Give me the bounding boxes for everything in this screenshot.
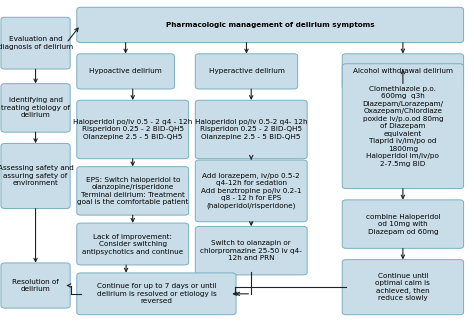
FancyBboxPatch shape <box>1 84 70 132</box>
Text: Continue until
optimal calm is
achieved, then
reduce slowly: Continue until optimal calm is achieved,… <box>375 273 430 301</box>
Text: Hyperactive delirium: Hyperactive delirium <box>209 68 284 74</box>
Text: Alcohol withdrawal delirium: Alcohol withdrawal delirium <box>353 68 453 74</box>
FancyBboxPatch shape <box>195 54 298 89</box>
FancyBboxPatch shape <box>1 143 70 208</box>
FancyBboxPatch shape <box>342 54 464 89</box>
Text: Resolution of
delirium: Resolution of delirium <box>12 279 59 292</box>
FancyBboxPatch shape <box>77 223 189 265</box>
Text: identifying and
treating etiology of
delirium: identifying and treating etiology of del… <box>1 97 70 119</box>
Text: Clomethiazole p.o.
600mg  q3h
Diazepam/Lorazepam/
Oxazepam/Chlordiaze
poxide iv/: Clomethiazole p.o. 600mg q3h Diazepam/Lo… <box>362 86 444 167</box>
Text: Lack of improvement:
Consider switching
antipsychotics and continue: Lack of improvement: Consider switching … <box>82 233 183 255</box>
Text: Assessing safety and
assuring safety of
environment: Assessing safety and assuring safety of … <box>0 165 73 187</box>
FancyBboxPatch shape <box>77 7 464 42</box>
FancyBboxPatch shape <box>1 17 70 69</box>
FancyBboxPatch shape <box>77 100 189 159</box>
FancyBboxPatch shape <box>77 167 189 215</box>
Text: Haloperidol po/iv 0.5-2 q4- 12h
Risperidon 0.25 - 2 BID-QH5
Olanzepine 2.5 - 5 B: Haloperidol po/iv 0.5-2 q4- 12h Risperid… <box>195 119 308 140</box>
Text: Hypoactive delirium: Hypoactive delirium <box>89 68 162 74</box>
FancyBboxPatch shape <box>195 226 307 275</box>
FancyBboxPatch shape <box>342 64 464 189</box>
Text: Add lorazepem, iv/po 0.5-2
q4-12h for sedation
Add benztropine po/iv 0.2-1
q8 - : Add lorazepem, iv/po 0.5-2 q4-12h for se… <box>201 173 301 209</box>
FancyBboxPatch shape <box>77 273 236 315</box>
Text: Switch to olanzapin or
chlorpromazine 25-50 iv q4-
12h and PRN: Switch to olanzapin or chlorpromazine 25… <box>201 240 302 261</box>
Text: combine Haloperidol
od 10mg with
Diazepam od 60mg: combine Haloperidol od 10mg with Diazepa… <box>365 213 440 235</box>
FancyBboxPatch shape <box>1 263 70 308</box>
FancyBboxPatch shape <box>342 260 464 315</box>
Text: EPS: Switch haloperidol to
olanzopine/risperidone
Terminal delirium: Treatment
g: EPS: Switch haloperidol to olanzopine/ri… <box>77 177 188 205</box>
FancyBboxPatch shape <box>77 54 174 89</box>
Text: Haloperidol po/iv 0.5 - 2 q4 - 12h
Risperidon 0.25 - 2 BID-QH5
Olanzepine 2.5 - : Haloperidol po/iv 0.5 - 2 q4 - 12h Rispe… <box>73 119 192 140</box>
FancyBboxPatch shape <box>342 200 464 248</box>
Text: Continue for up to 7 days or until
delirium is resolved or etiology is
reversed: Continue for up to 7 days or until delir… <box>97 283 216 304</box>
Text: Evaluation and
diagnosis of delirium: Evaluation and diagnosis of delirium <box>0 37 73 50</box>
Text: Pharmacologic management of delirium symptoms: Pharmacologic management of delirium sym… <box>166 22 374 28</box>
FancyBboxPatch shape <box>195 160 307 222</box>
FancyBboxPatch shape <box>195 100 307 159</box>
